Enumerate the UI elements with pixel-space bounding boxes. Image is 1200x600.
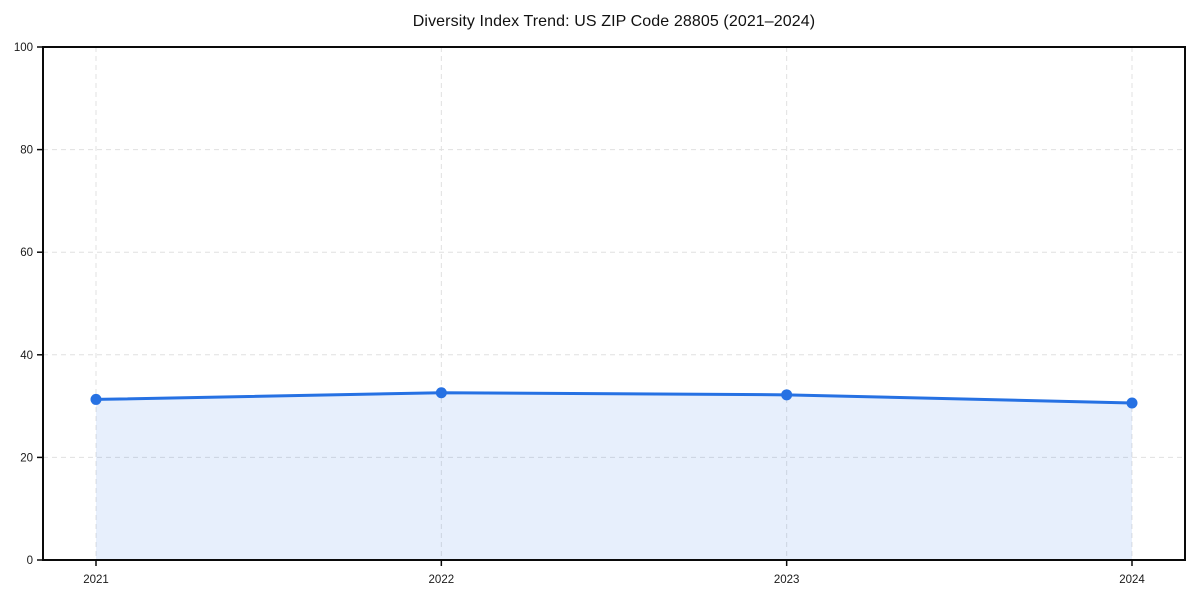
y-tick-label: 60 [20,247,33,259]
chart-title: Diversity Index Trend: US ZIP Code 28805… [412,13,816,30]
data-point-marker [781,389,793,401]
y-tick-label: 0 [27,555,33,567]
y-tick-label: 80 [20,145,33,157]
y-tick-label: 40 [20,350,33,362]
data-point-marker [435,387,447,399]
trend-line [94,391,1134,405]
plot-border [42,46,1186,561]
x-tick-label: 2024 [1119,574,1145,586]
area-fill [96,392,1132,560]
x-tick-label: 2022 [429,574,455,586]
data-point-marker [1126,397,1138,409]
y-tick-label: 20 [20,452,33,464]
x-tick-label: 2023 [774,574,800,586]
y-tick-label: 100 [14,42,33,54]
data-point-marker [90,393,102,405]
x-tick-label: 2021 [83,574,109,586]
